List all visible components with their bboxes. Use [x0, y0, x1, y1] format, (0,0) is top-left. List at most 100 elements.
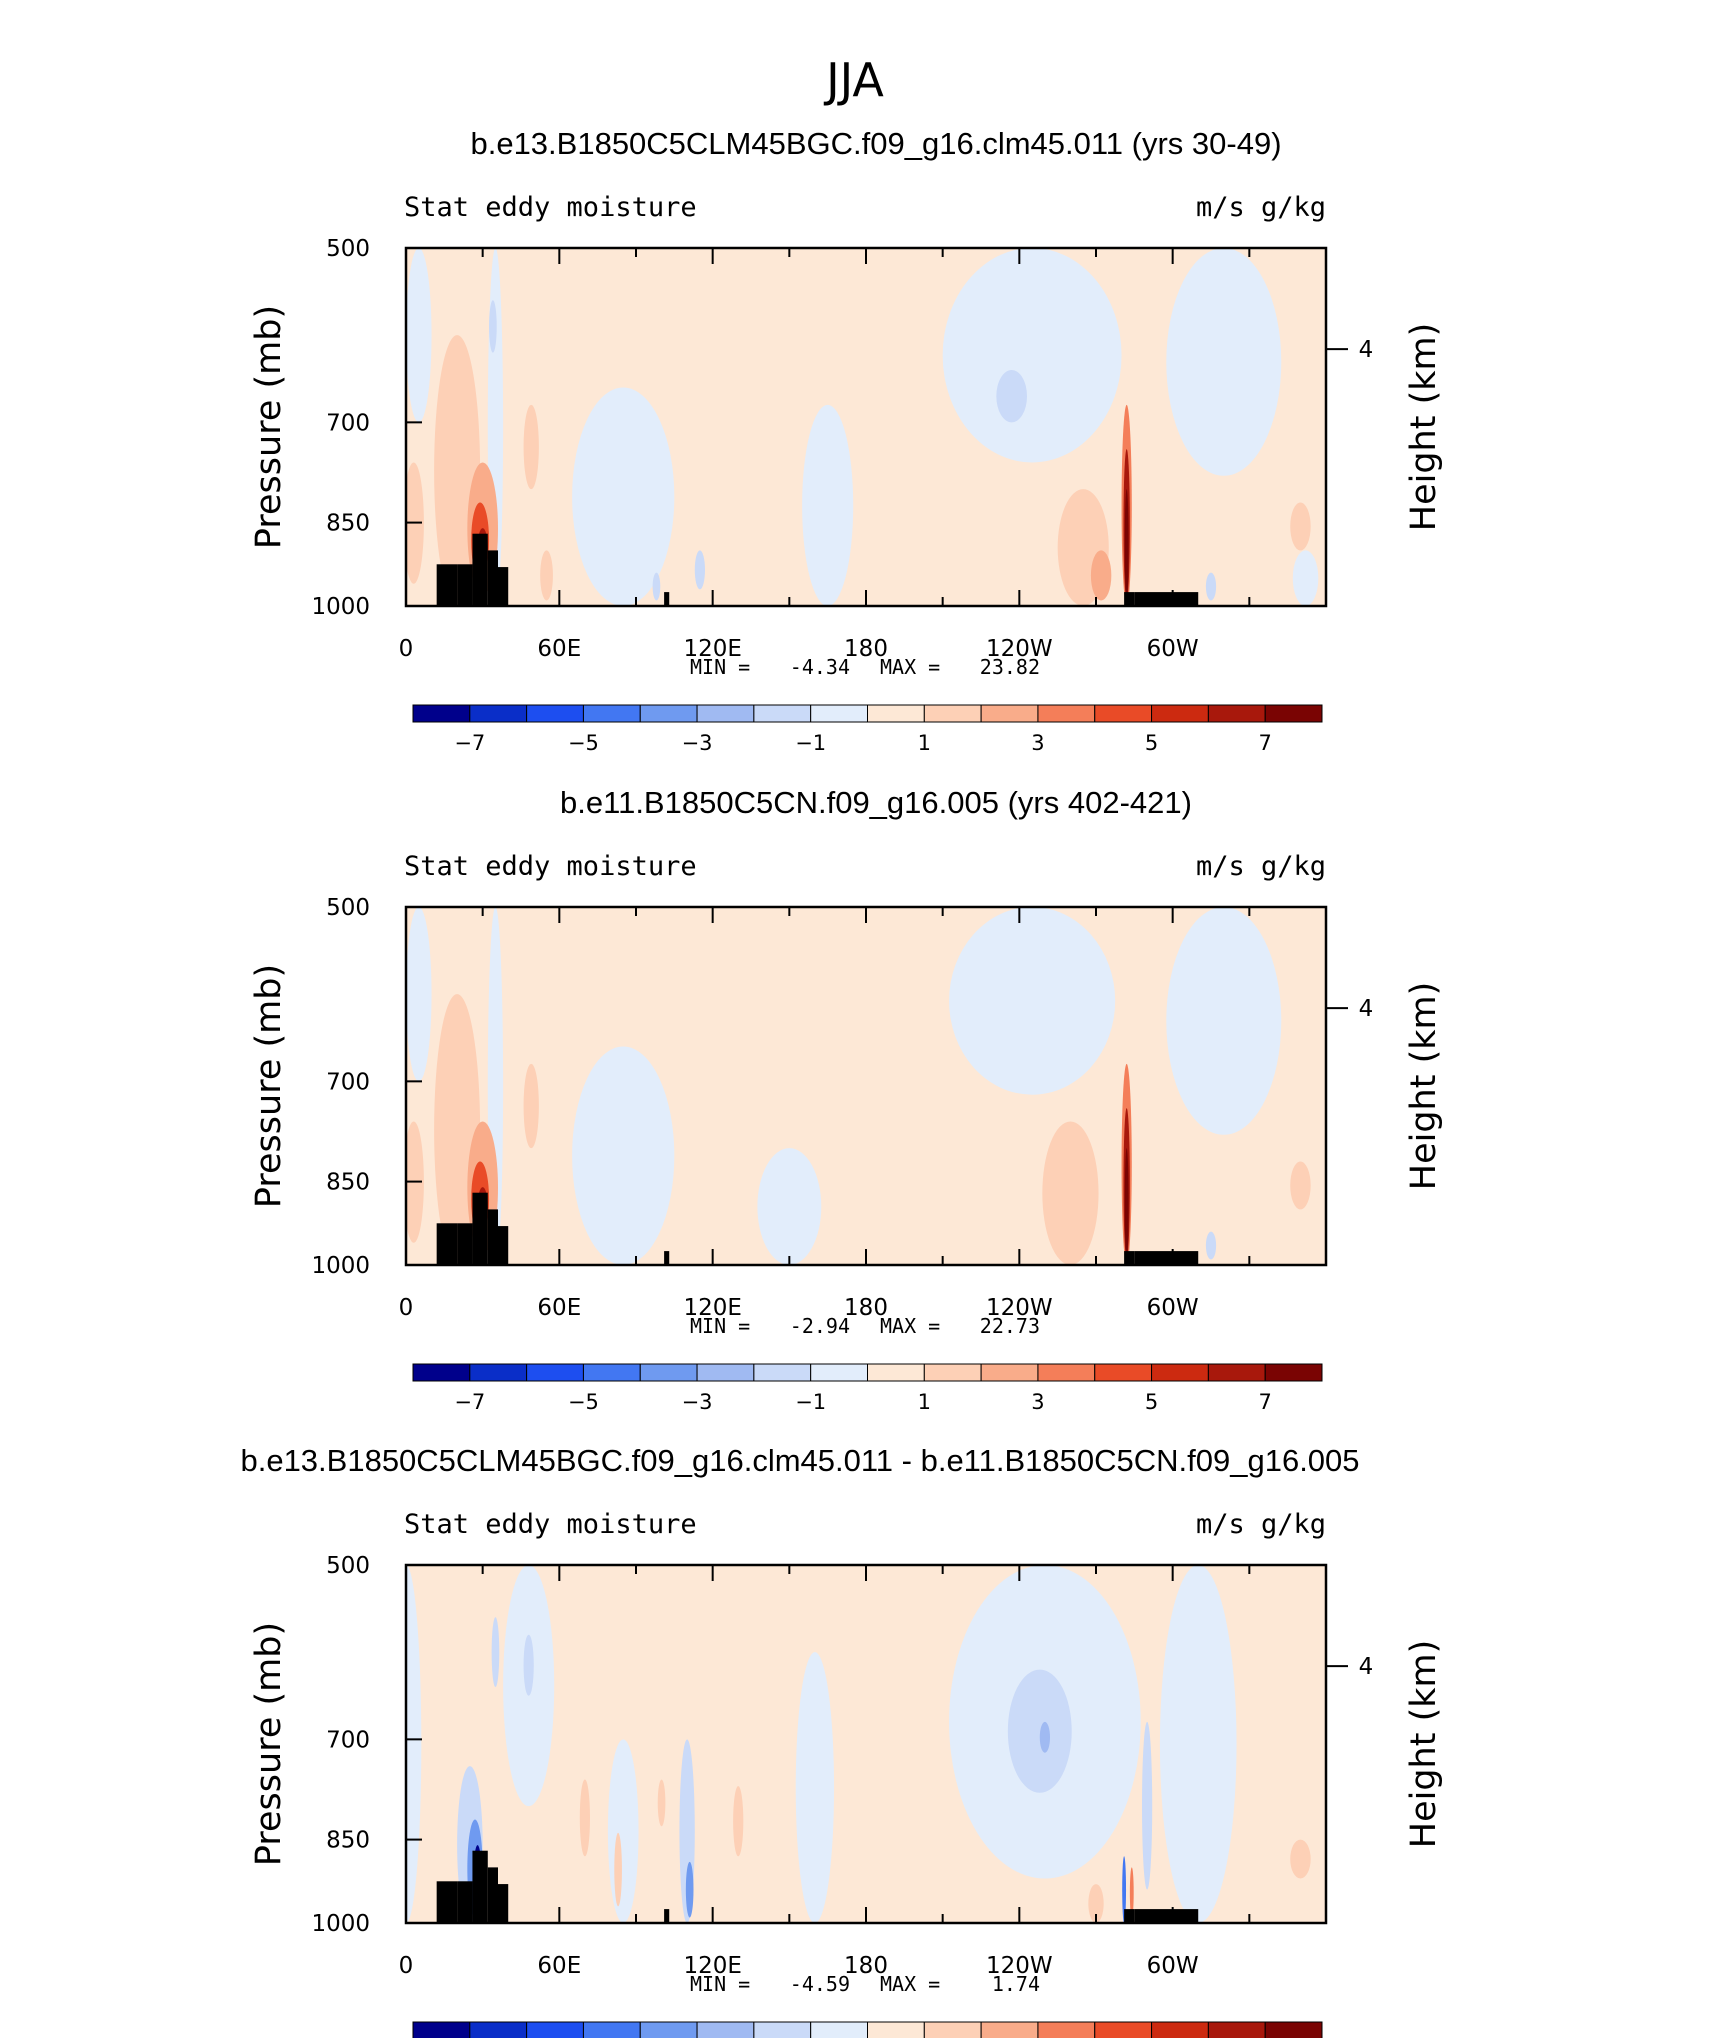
colorbar-box [1207, 1363, 1266, 1382]
y2-tick-label: 4 [1359, 996, 1374, 1022]
contour-region [1205, 1231, 1217, 1260]
x-tick-label: 180 [844, 1953, 888, 1979]
contour-region [523, 1063, 539, 1149]
orography [498, 1226, 509, 1265]
colorbar-label: −1 [795, 731, 826, 755]
colorbar-box [753, 1363, 812, 1382]
colorbar-label: −1 [795, 1390, 826, 1414]
contour-region [1124, 1148, 1129, 1260]
y-tick-label: 500 [326, 1553, 370, 1579]
orography [436, 1881, 458, 1923]
units-label: m/s g/kg [1196, 192, 1326, 223]
orography [664, 1251, 670, 1265]
panel-title: b.e11.B1850C5CN.f09_g16.005 (yrs 402-421… [560, 785, 1192, 820]
contour-region [996, 370, 1027, 423]
orography [457, 1881, 473, 1923]
contour-region [652, 572, 661, 601]
colorbar-box [526, 1363, 584, 1382]
x-tick-label: 60E [537, 1953, 581, 1979]
orography [1134, 1909, 1199, 1923]
y2-tick-label: 4 [1359, 337, 1374, 363]
variable-label: Stat eddy moisture [404, 1509, 697, 1540]
colorbar-label: −7 [454, 731, 485, 755]
panel-title: b.e13.B1850C5CLM45BGC.f09_g16.clm45.011 … [240, 1443, 1359, 1478]
colorbar-label: −3 [682, 731, 713, 755]
orography [664, 1909, 670, 1923]
colorbar-box [412, 704, 471, 723]
contour-region [942, 248, 1122, 463]
colorbar-box [867, 1363, 925, 1382]
colorbar-box [696, 2021, 755, 2038]
min-value: -2.94 [790, 1314, 850, 1338]
x-tick-label: 180 [844, 636, 888, 662]
panel-3: b.e13.B1850C5CLM45BGC.f09_g16.clm45.011 … [240, 1443, 1444, 2038]
colorbar-box [810, 704, 868, 723]
colorbar-box [639, 2021, 698, 2038]
contour-region [1205, 572, 1217, 601]
x-tick-label: 60W [1147, 636, 1199, 662]
orography [1124, 1909, 1135, 1923]
min-value: -4.34 [790, 655, 850, 679]
colorbar-box [1094, 704, 1153, 723]
contour-region [1090, 550, 1112, 601]
colorbar-box [639, 1363, 698, 1382]
contour-region [491, 1617, 500, 1688]
orography [472, 1850, 488, 1923]
colorbar-box [810, 2021, 868, 2038]
x-tick-label: 0 [399, 1953, 414, 1979]
y-tick-label: 500 [326, 895, 370, 921]
colorbar-box [1207, 704, 1266, 723]
min-label: MIN = [690, 1314, 750, 1338]
orography [457, 1223, 473, 1265]
orography [1134, 592, 1199, 606]
y-axis-label: Pressure (mb) [249, 1622, 289, 1866]
max-value: 1.74 [992, 1972, 1040, 1996]
y-tick-label: 850 [326, 1170, 370, 1196]
contour-region [489, 300, 497, 353]
colorbar-box [867, 704, 925, 723]
colorbar-label: −3 [682, 1390, 713, 1414]
contour-region [1122, 1856, 1127, 1923]
colorbar-box [469, 1363, 528, 1382]
orography [436, 1223, 458, 1265]
colorbar-label: 5 [1145, 1390, 1158, 1414]
orography [436, 564, 458, 606]
contour-region [406, 1565, 422, 1923]
contour-region [406, 907, 432, 1082]
colorbar-box [1037, 704, 1096, 723]
colorbar-box [639, 704, 698, 723]
contour-region [607, 1739, 639, 1923]
x-tick-label: 60E [537, 1295, 581, 1321]
max-value: 23.82 [980, 655, 1040, 679]
contour-region [795, 1652, 835, 1923]
colorbar-box [1151, 704, 1209, 723]
field-background [406, 248, 1326, 606]
colorbar-box [1151, 1363, 1209, 1382]
colorbar-label: 1 [918, 731, 931, 755]
y-tick-label: 850 [326, 1828, 370, 1854]
x-tick-label: 120W [986, 1295, 1053, 1321]
contour-field [406, 1565, 1326, 1923]
colorbar-box [980, 1363, 1039, 1382]
colorbar-label: 5 [1145, 731, 1158, 755]
colorbar-box [469, 704, 528, 723]
colorbar-box [582, 704, 641, 723]
colorbar-label: −7 [454, 1390, 485, 1414]
colorbar-box [753, 2021, 812, 2038]
colorbar-box [582, 1363, 641, 1382]
orography [472, 533, 488, 606]
contour-region [1042, 1121, 1099, 1265]
colorbar-label: 3 [1031, 1390, 1044, 1414]
y-axis-label: Pressure (mb) [249, 305, 289, 549]
panel-2: b.e11.B1850C5CN.f09_g16.005 (yrs 402-421… [249, 785, 1444, 1414]
colorbar-box [1037, 2021, 1096, 2038]
orography [664, 592, 670, 606]
colorbar-box [696, 1363, 755, 1382]
max-label: MAX = [880, 1314, 940, 1338]
contour-region [1142, 1721, 1153, 1890]
y2-tick-label: 4 [1359, 1654, 1374, 1680]
colorbar-box [469, 2021, 528, 2038]
orography [487, 550, 498, 606]
contour-region [1129, 1867, 1134, 1918]
